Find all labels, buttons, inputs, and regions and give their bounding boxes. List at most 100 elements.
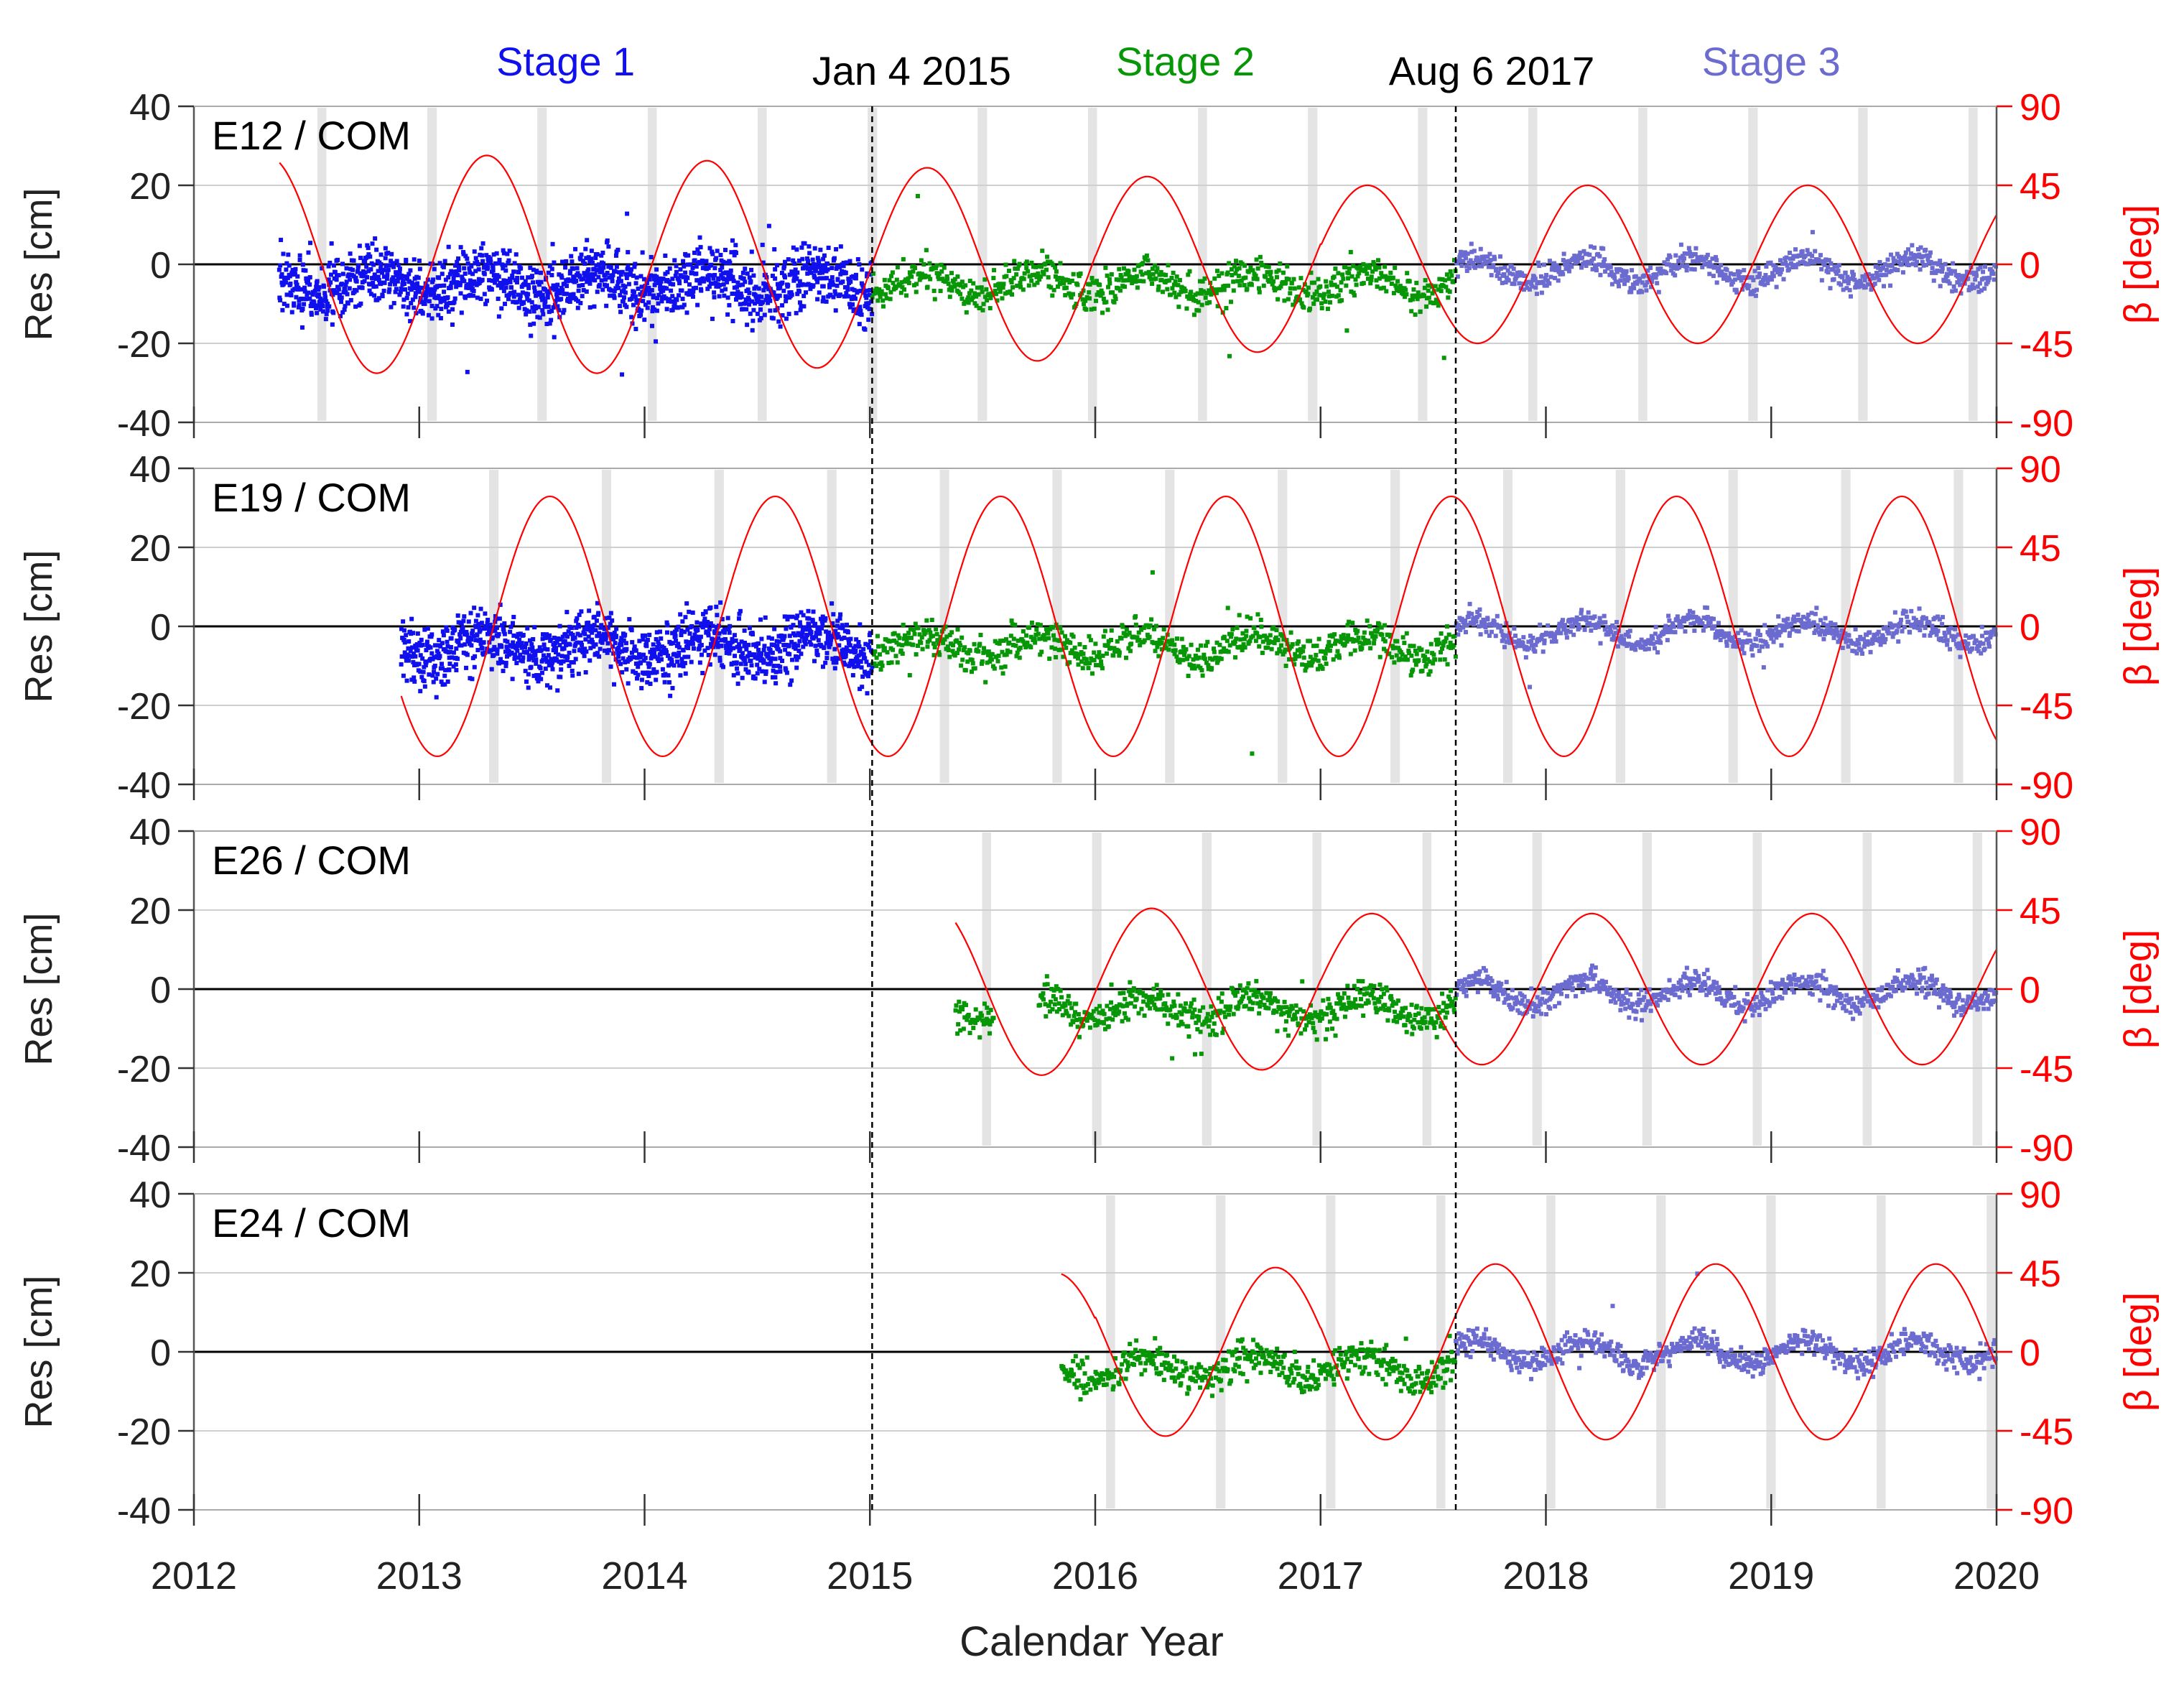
residual-point bbox=[777, 639, 782, 644]
residual-point bbox=[1887, 269, 1892, 274]
residual-point bbox=[753, 284, 758, 289]
residual-point bbox=[861, 646, 866, 651]
residual-point bbox=[1005, 648, 1010, 653]
residual-point bbox=[624, 646, 629, 651]
residual-point bbox=[368, 266, 373, 272]
residual-point bbox=[1329, 282, 1334, 287]
residual-point bbox=[1253, 273, 1258, 278]
residual-point bbox=[1370, 631, 1375, 636]
residual-point bbox=[370, 241, 375, 246]
residual-point bbox=[690, 294, 695, 299]
residual-point bbox=[781, 288, 786, 293]
residual-point bbox=[1161, 272, 1166, 277]
residual-point bbox=[645, 305, 650, 310]
residual-point bbox=[527, 646, 532, 651]
residual-point bbox=[909, 274, 914, 279]
residual-point bbox=[397, 292, 402, 297]
residual-point bbox=[1293, 654, 1298, 659]
residual-point bbox=[475, 613, 480, 618]
residual-point bbox=[535, 279, 540, 284]
residual-point bbox=[638, 274, 643, 279]
residual-point bbox=[814, 265, 819, 270]
residual-point bbox=[810, 618, 815, 623]
residual-point bbox=[720, 616, 725, 621]
residual-point bbox=[1237, 266, 1242, 271]
residual-point bbox=[1127, 274, 1132, 279]
residual-point bbox=[737, 642, 742, 647]
residual-point bbox=[645, 670, 650, 675]
residual-point bbox=[1383, 264, 1388, 269]
residual-point bbox=[1451, 643, 1456, 648]
residual-point bbox=[958, 292, 963, 297]
residual-point bbox=[795, 270, 800, 275]
residual-point bbox=[547, 633, 552, 638]
residual-point bbox=[1176, 282, 1181, 287]
residual-point bbox=[598, 282, 603, 287]
residual-point bbox=[1556, 269, 1561, 274]
residual-point bbox=[1082, 656, 1087, 661]
residual-point bbox=[815, 297, 820, 302]
residual-point bbox=[1414, 651, 1419, 657]
residual-point bbox=[728, 644, 733, 649]
residual-point bbox=[1482, 256, 1487, 261]
residual-point bbox=[303, 268, 308, 273]
residual-point bbox=[1274, 274, 1279, 279]
residual-point bbox=[329, 241, 334, 246]
residual-point bbox=[852, 307, 857, 312]
residual-point bbox=[1912, 256, 1917, 261]
residual-point bbox=[663, 672, 668, 677]
residual-point bbox=[658, 283, 663, 288]
residual-point bbox=[408, 268, 413, 273]
residual-point bbox=[608, 664, 613, 669]
residual-point bbox=[756, 286, 761, 291]
residual-point bbox=[1790, 256, 1795, 261]
residual-point bbox=[418, 689, 423, 694]
residual-point bbox=[898, 290, 903, 295]
residual-point bbox=[734, 284, 739, 289]
residual-point bbox=[1464, 269, 1469, 274]
residual-point bbox=[412, 305, 417, 310]
residual-point bbox=[738, 302, 743, 307]
residual-point bbox=[1468, 258, 1473, 263]
residual-point bbox=[607, 615, 612, 620]
residual-point bbox=[642, 317, 647, 323]
residual-point bbox=[1905, 259, 1910, 264]
residual-point bbox=[1497, 276, 1502, 281]
residual-point bbox=[1087, 661, 1092, 666]
residual-point bbox=[1409, 309, 1414, 314]
residual-point bbox=[1921, 263, 1926, 268]
residual-point bbox=[856, 289, 861, 294]
residual-point bbox=[1272, 641, 1277, 646]
residual-point bbox=[1201, 289, 1206, 294]
residual-point bbox=[857, 262, 862, 267]
residual-point bbox=[493, 629, 498, 634]
residual-point bbox=[330, 292, 335, 297]
residual-point bbox=[546, 270, 551, 275]
residual-point bbox=[1357, 271, 1362, 276]
residual-point bbox=[976, 292, 981, 297]
residual-point bbox=[490, 635, 495, 640]
residual-point bbox=[473, 654, 478, 659]
residual-point bbox=[783, 259, 788, 264]
residual-point bbox=[605, 625, 610, 630]
residual-point bbox=[674, 627, 679, 632]
residual-point bbox=[415, 631, 420, 636]
residual-point bbox=[1219, 657, 1224, 662]
residual-point bbox=[1192, 666, 1197, 671]
residual-point bbox=[1003, 664, 1008, 669]
residual-point bbox=[1527, 287, 1532, 292]
residual-point bbox=[1039, 264, 1044, 269]
residual-point bbox=[629, 650, 634, 655]
residual-point bbox=[596, 274, 601, 279]
residual-point bbox=[472, 606, 477, 611]
residual-point bbox=[1723, 272, 1728, 277]
residual-point bbox=[1053, 265, 1058, 270]
residual-point bbox=[858, 288, 863, 293]
residual-point bbox=[715, 249, 720, 254]
residual-point bbox=[555, 688, 560, 693]
residual-point bbox=[505, 279, 510, 284]
residual-point bbox=[865, 691, 870, 696]
residual-point bbox=[651, 650, 656, 655]
residual-point bbox=[1566, 266, 1571, 271]
residual-point bbox=[406, 639, 412, 644]
